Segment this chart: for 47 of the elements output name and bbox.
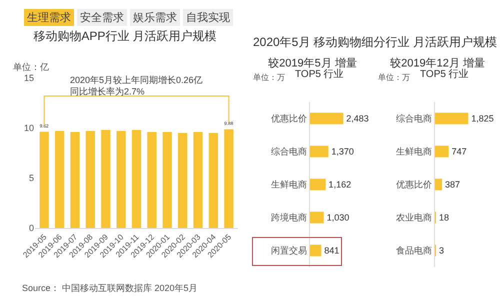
y-tick-label: 10	[24, 123, 34, 134]
text: 娱乐需求	[130, 9, 180, 26]
annotation: 2020年5月较上年同期增长0.26亿同比增长率为2.7%	[70, 75, 203, 97]
bar	[435, 112, 468, 124]
y-axis-title: 单位：亿	[13, 62, 49, 72]
data-label: 1,162	[328, 180, 352, 190]
y-tick-label: 5	[28, 173, 34, 184]
chart-title: 较2019年5月 增量	[268, 56, 357, 70]
data-label: 3	[439, 246, 444, 256]
y-tick-label: 0	[28, 223, 34, 234]
bar	[310, 212, 324, 224]
text: 安全需求	[77, 9, 127, 26]
y-tick-label: 综合电商	[271, 146, 308, 157]
bar	[310, 146, 328, 158]
y-tick-label: 生鲜电商	[271, 180, 308, 190]
text: 2020年5月 移动购物细分行业 月活跃用户规模	[252, 34, 498, 51]
y-tick-label: 综合电商	[396, 114, 432, 124]
bar	[310, 244, 322, 256]
y-tick-label: 优惠比价	[271, 114, 308, 124]
chart-subtitle: TOP5 行业	[420, 68, 469, 80]
y-tick-label: 生鲜电商	[396, 146, 432, 157]
y-tick-label: 农业电商	[396, 212, 432, 223]
text: 生理需求	[24, 9, 74, 26]
chart-subtitle: TOP5 行业	[295, 68, 344, 80]
y-tick-label: 15	[24, 73, 34, 84]
data-label: 2,483	[346, 114, 369, 124]
data-label: 841	[324, 246, 340, 256]
data-label: 1,030	[326, 212, 350, 223]
text: 单位：万	[378, 73, 410, 82]
text: 单位：万	[253, 73, 285, 82]
bar	[435, 146, 449, 158]
y-tick-label: 食品电商	[396, 246, 432, 256]
y-tick-label: 优惠比价	[396, 180, 432, 190]
source-note: Source： 中国移动互联网数据库 2020年5月	[22, 282, 198, 295]
chart-title: 移动购物APP行业 月活跃用户规模	[33, 29, 217, 44]
bar	[310, 178, 326, 190]
text: 自我实现	[183, 9, 233, 26]
y-tick-label: 闲置交易	[271, 246, 308, 256]
data-label: 747	[452, 146, 467, 156]
bar	[310, 112, 344, 124]
data-label: 1,825	[471, 114, 494, 124]
data-label: 387	[445, 180, 460, 190]
y-tick-label: 跨境电商	[271, 212, 308, 223]
data-label: 18	[439, 212, 450, 223]
bar	[435, 178, 442, 190]
chart-title: 较2019年12月 增量	[390, 56, 485, 70]
data-label: 1,370	[331, 146, 354, 156]
